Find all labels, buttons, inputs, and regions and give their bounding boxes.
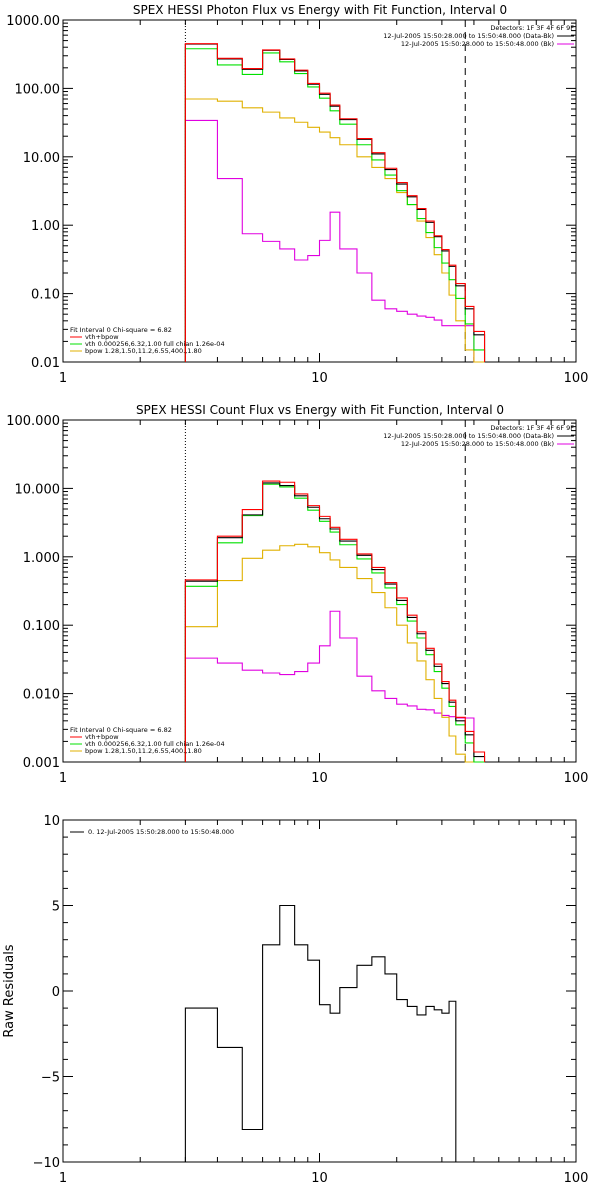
x-tick-label: 1 [59, 371, 67, 386]
y-tick-label: 1.00 [31, 219, 60, 234]
x-tick-label: 10 [311, 1171, 328, 1186]
series-total-histogram [184, 480, 486, 762]
series-group [184, 904, 457, 1162]
photon-flux-panel: SPEX HESSI Photon Flux vs Energy with Fi… [6, 3, 588, 386]
y-tick-label: 10.000 [15, 482, 61, 497]
count-flux-panel: SPEX HESSI Count Flux vs Energy with Fit… [6, 403, 588, 786]
series-vth-histogram [184, 48, 486, 362]
plot-frame [62, 19, 577, 363]
plot-frame [62, 419, 577, 763]
x-tick-label: 10 [311, 371, 328, 386]
axes: 1 10 100 100.000 10.000 1.000 0.100 0.010 0.001 [6, 414, 588, 786]
series-total-histogram [184, 43, 486, 362]
x-tick-label: 1 [59, 771, 67, 786]
detectors-legend: Detectors: 1F 3F 4F 6F 9F 12-Jul-2005 15… [383, 24, 574, 48]
time-range-data-bk: 12-Jul-2005 15:50:28.000 to 15:50:48.000… [383, 32, 554, 40]
detectors-label: Detectors: 1F 3F 4F 6F 9F [490, 24, 574, 32]
chart-title: SPEX HESSI Photon Flux vs Energy with Fi… [133, 3, 507, 17]
range-markers [184, 420, 466, 762]
vth-params-label: vth 0.000256,6.32,1.00 full chian 1.26e-… [85, 740, 225, 748]
y-axis-label: Raw Residuals [2, 944, 17, 1037]
y-tick-label: 10 [43, 814, 60, 829]
y-tick-label: 0.10 [31, 288, 60, 303]
series-data-histogram [184, 43, 486, 362]
x-tick-label: 100 [564, 371, 589, 386]
y-tick-label: 100.00 [15, 82, 61, 97]
axes: 1 10 100 10 5 0 −5 −10 [33, 814, 589, 1186]
y-tick-label: 0.100 [23, 619, 60, 634]
x-tick-label: 100 [564, 771, 589, 786]
residual-legend-label: 0. 12-Jul-2005 15:50:28.000 to 15:50:48.… [88, 828, 234, 836]
time-range-bk: 12-Jul-2005 15:50:28.000 to 15:50:48.000… [401, 440, 554, 448]
series-bk-histogram [184, 610, 485, 763]
y-tick-label: 1.000 [23, 551, 60, 566]
y-tick-label: 0.01 [31, 356, 60, 371]
bpow-params-label: bpow 1.28,1.50,11.2,6.55,400.,1.80 [85, 347, 202, 355]
series-data-histogram [184, 904, 457, 1162]
series-data-histogram [184, 482, 486, 762]
series-bk-histogram [184, 119, 485, 363]
residuals-panel: 1 10 100 10 5 0 −5 −10 Raw Residuals 0. 12-Jul-… [2, 814, 588, 1186]
series-group [184, 480, 486, 763]
residual-legend: 0. 12-Jul-2005 15:50:28.000 to 15:50:48.… [70, 828, 234, 836]
x-tick-label: 10 [311, 771, 328, 786]
y-tick-label: 1000.00 [6, 14, 60, 29]
fit-function-label: vth+bpow [85, 733, 119, 741]
y-tick-label: 0.001 [23, 756, 60, 771]
x-tick-label: 1 [59, 1171, 67, 1186]
fit-info-line: Fit Interval 0 Chi-square = 6.82 [70, 326, 172, 334]
x-tick-label: 100 [564, 1171, 589, 1186]
vth-params-label: vth 0.000256,6.32,1.00 full chian 1.26e-… [85, 340, 225, 348]
series-group [184, 43, 486, 363]
fit-function-label: vth+bpow [85, 333, 119, 341]
y-tick-label: 0 [52, 985, 60, 1000]
series-vth-histogram [184, 483, 485, 763]
y-tick-label: −10 [33, 1156, 60, 1171]
y-tick-label: 0.010 [23, 688, 60, 703]
time-range-bk: 12-Jul-2005 15:50:28.000 to 15:50:48.000… [401, 40, 554, 48]
y-tick-label: −5 [41, 1071, 60, 1086]
fit-info-line: Fit Interval 0 Chi-square = 6.82 [70, 726, 172, 734]
y-tick-label: 100.000 [6, 414, 60, 429]
y-tick-label: 10.00 [23, 151, 60, 166]
range-markers [184, 20, 466, 362]
detectors-label: Detectors: 1F 3F 4F 6F 9F [490, 424, 574, 432]
fit-legend: Fit Interval 0 Chi-square = 6.82 vth+bpo… [70, 726, 225, 755]
fit-legend: Fit Interval 0 Chi-square = 6.82 vth+bpo… [70, 326, 225, 355]
y-tick-label: 5 [52, 900, 60, 915]
time-range-data-bk: 12-Jul-2005 15:50:28.000 to 15:50:48.000… [383, 432, 554, 440]
series-bpow-histogram [184, 543, 485, 763]
chart-title: SPEX HESSI Count Flux vs Energy with Fit… [136, 403, 504, 417]
bpow-params-label: bpow 1.28,1.50,11.2,6.55,400.,1.80 [85, 747, 202, 755]
series-bpow-histogram [184, 98, 485, 363]
detectors-legend: Detectors: 1F 3F 4F 6F 9F 12-Jul-2005 15… [383, 424, 574, 448]
